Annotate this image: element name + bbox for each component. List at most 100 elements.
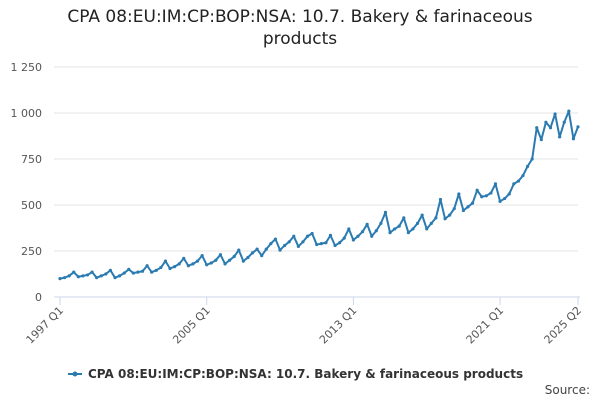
point (90, 270, 94, 274)
point (173, 265, 177, 269)
point (484, 194, 488, 198)
x-tick-label: 2013 Q1 (317, 304, 360, 347)
chart-title: CPA 08:EU:IM:CP:BOP:NSA: 10.7. Bakery & … (67, 7, 533, 49)
point (95, 276, 99, 280)
point (117, 274, 122, 278)
y-tick-label: 1 000 (11, 107, 43, 120)
point (351, 238, 355, 242)
x-tick-label: 1997 Q1 (24, 304, 67, 347)
point (548, 126, 553, 130)
point (493, 182, 498, 186)
source: Source: (545, 383, 590, 397)
point (269, 242, 273, 246)
point (443, 217, 447, 221)
point (315, 242, 319, 247)
point (438, 197, 443, 202)
point (301, 240, 305, 244)
y-tick-label: 750 (21, 153, 42, 166)
point (287, 240, 291, 244)
point (145, 264, 149, 268)
point (62, 276, 67, 280)
point (67, 274, 71, 278)
point (283, 243, 287, 248)
point (127, 267, 131, 271)
point (218, 253, 223, 257)
point (232, 254, 236, 259)
point (278, 248, 282, 252)
legend-swatch-dot (72, 371, 78, 377)
point (338, 241, 342, 245)
point (383, 210, 388, 214)
point (324, 241, 328, 245)
legend-label: CPA 08:EU:IM:CP:BOP:NSA: 10.7. Bakery & … (88, 367, 523, 381)
point (131, 271, 135, 275)
point (347, 227, 351, 231)
point (571, 137, 576, 141)
point (562, 120, 566, 124)
point (81, 274, 85, 278)
point (159, 265, 163, 270)
point (356, 234, 360, 238)
y-tick-label: 1 250 (11, 61, 43, 74)
line-series (59, 110, 579, 280)
point (237, 248, 241, 252)
point (342, 236, 346, 240)
point (388, 231, 392, 235)
point (99, 274, 103, 278)
point (525, 164, 530, 168)
point (365, 222, 369, 226)
point (195, 259, 200, 263)
point (264, 247, 268, 251)
point (150, 270, 154, 274)
point (470, 201, 475, 205)
point (539, 138, 543, 142)
x-tick-label: 2005 Q1 (170, 304, 213, 347)
point (136, 270, 140, 274)
y-tick-label: 0 (35, 291, 42, 304)
point (535, 126, 539, 130)
point (466, 205, 470, 209)
point (503, 196, 507, 201)
point (292, 234, 296, 238)
point (214, 258, 218, 262)
point (370, 234, 374, 238)
point (333, 243, 337, 248)
point (516, 179, 521, 183)
point (397, 224, 401, 228)
point (319, 242, 323, 246)
point (191, 262, 195, 266)
point (411, 227, 415, 231)
point (223, 262, 227, 266)
point (544, 120, 548, 124)
point (475, 188, 479, 192)
point (154, 268, 158, 272)
point (305, 234, 310, 238)
point (360, 230, 365, 234)
point (558, 135, 562, 139)
point (328, 233, 333, 237)
point (85, 273, 90, 277)
point (177, 262, 181, 266)
x-tick-label: 2025 Q2 (542, 304, 585, 347)
point (273, 237, 278, 241)
point (457, 192, 461, 196)
point (72, 270, 76, 274)
point (420, 213, 424, 217)
point (255, 247, 259, 251)
point (480, 195, 484, 199)
point (122, 271, 126, 275)
point (498, 199, 502, 203)
point (415, 221, 420, 225)
point (576, 125, 580, 129)
point (402, 216, 406, 220)
point (168, 266, 172, 271)
y-tick-label: 500 (21, 199, 42, 212)
x-tick-label: 2021 Q1 (464, 304, 507, 347)
point (241, 259, 245, 263)
point (260, 254, 264, 258)
point (163, 259, 168, 263)
point (507, 192, 511, 196)
point (182, 256, 186, 260)
